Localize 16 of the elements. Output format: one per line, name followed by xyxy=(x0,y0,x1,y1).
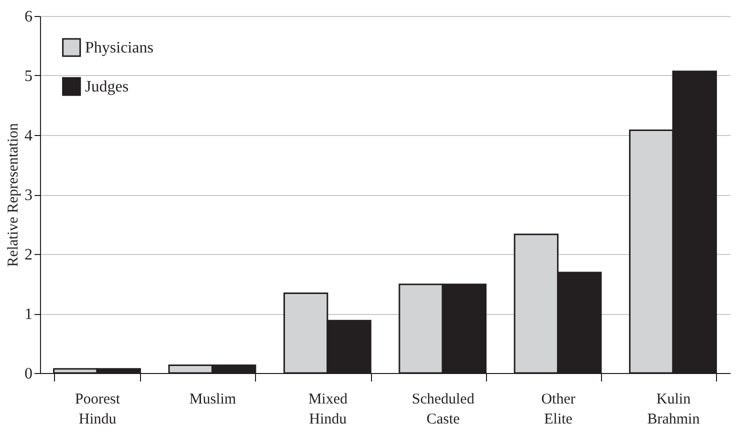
x-tick-label: Muslim xyxy=(189,392,236,408)
x-tick-label: Scheduled Caste xyxy=(412,392,475,428)
legend-label: Judges xyxy=(85,78,129,96)
y-tick-label: 2 xyxy=(24,246,32,264)
x-tick-label: Other Elite xyxy=(541,392,576,428)
y-tick-label: 5 xyxy=(24,68,32,85)
x-tick-label: Mixed Hindu xyxy=(308,392,348,428)
legend-label: Physicians xyxy=(85,40,154,56)
y-axis-title: Relative Representation xyxy=(6,122,22,267)
y-tick-label: 6 xyxy=(24,8,32,26)
y-tick-label: 4 xyxy=(24,128,32,144)
y-tick-label: 3 xyxy=(24,187,32,204)
y-tick-label: 1 xyxy=(24,306,32,323)
x-tick-label: Poorest Hindu xyxy=(75,392,121,428)
y-tick-label: 0 xyxy=(24,366,32,382)
x-tick-label: Kulin Brahmin xyxy=(647,392,700,428)
